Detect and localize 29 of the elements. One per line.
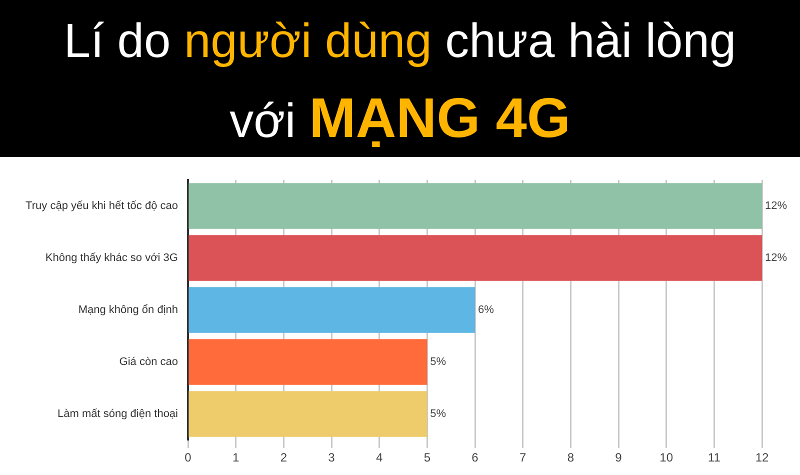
- data-label: 12%: [765, 252, 788, 264]
- y-tick-label: Không thấy khác so với 3G: [45, 252, 178, 264]
- bar: [188, 235, 762, 281]
- x-tick-label: 8: [567, 450, 574, 465]
- y-tick-label: Mạng không ổn định: [78, 304, 178, 316]
- y-tick-label: Giá còn cao: [119, 356, 178, 368]
- chart-title: Lí do người dùng chưa hài lòng với MẠNG 4G: [64, 15, 736, 149]
- x-tick-label: 5: [424, 450, 431, 465]
- bar: [188, 339, 428, 385]
- y-tick-label: Truy cập yếu khi hết tốc độ cao: [26, 200, 178, 212]
- x-tick-label: 12: [755, 450, 769, 465]
- data-label: 6%: [478, 304, 494, 316]
- data-label: 12%: [765, 200, 788, 212]
- data-label: 5%: [430, 356, 446, 368]
- bar: [188, 287, 475, 333]
- y-tick-label: Làm mất sóng điện thoại: [58, 408, 178, 420]
- x-tick-label: 0: [184, 450, 192, 465]
- x-tick-label: 6: [472, 450, 479, 465]
- bar: [188, 391, 428, 437]
- x-tick-label: 7: [519, 450, 526, 465]
- x-tick-label: 1: [232, 450, 240, 465]
- x-tick-label: 9: [615, 450, 622, 465]
- x-tick-label: 10: [660, 450, 674, 465]
- x-tick-label: 3: [328, 450, 336, 465]
- x-tick-label: 4: [376, 450, 383, 465]
- x-tick-label: 2: [280, 450, 288, 465]
- data-label: 5%: [430, 408, 446, 420]
- bar: [188, 183, 762, 229]
- x-tick-label: 11: [708, 450, 721, 465]
